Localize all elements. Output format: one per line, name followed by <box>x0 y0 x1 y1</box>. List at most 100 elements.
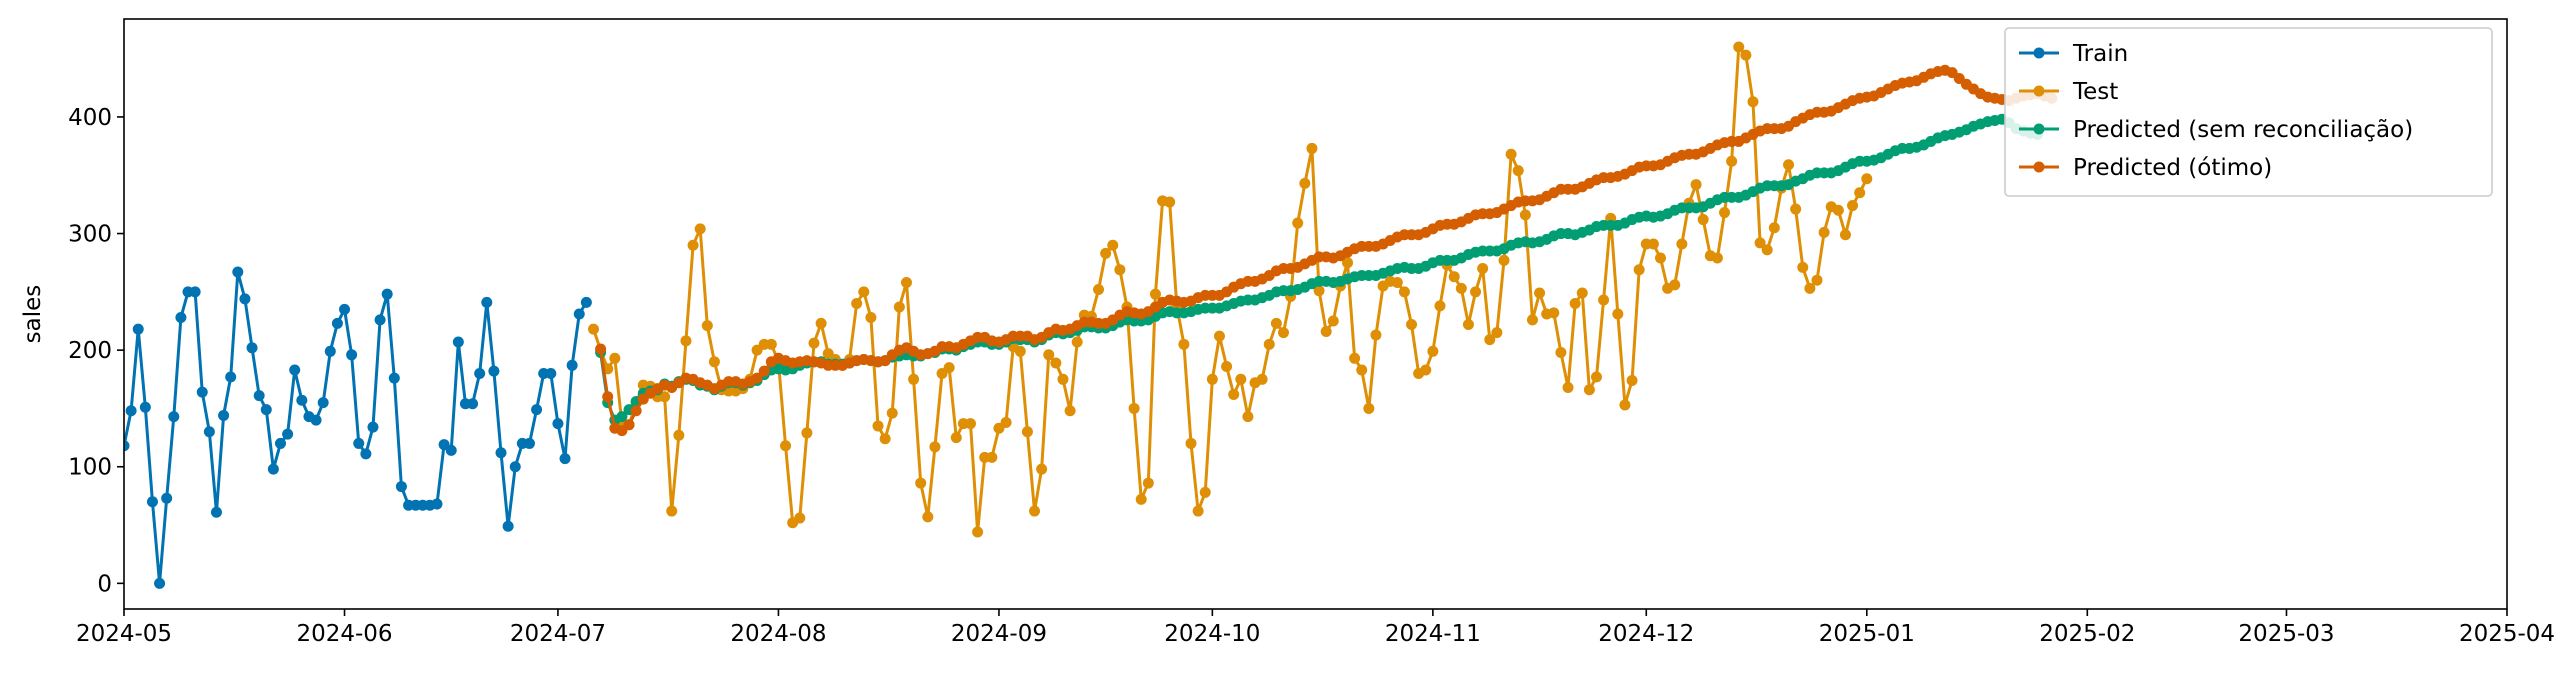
data-point <box>267 463 279 475</box>
data-point <box>609 352 621 364</box>
data-point <box>488 365 500 377</box>
y-tick-label: 100 <box>68 455 112 481</box>
legend-label: Test <box>2072 79 2118 105</box>
data-point <box>353 437 365 449</box>
data-point <box>1036 463 1048 475</box>
data-point <box>1555 346 1567 358</box>
x-tick-label: 2024-07 <box>510 621 606 647</box>
data-point <box>1626 374 1638 386</box>
data-point <box>1434 300 1446 312</box>
data-point <box>900 277 912 289</box>
data-point <box>282 428 294 440</box>
data-point <box>1299 177 1311 189</box>
data-point <box>1690 179 1702 191</box>
data-point <box>1562 381 1574 393</box>
data-point <box>1149 288 1161 300</box>
data-point <box>189 286 201 298</box>
data-point <box>1470 286 1482 298</box>
data-point <box>1477 263 1489 275</box>
data-point <box>381 288 393 300</box>
x-tick-label: 2025-04 <box>2459 621 2555 647</box>
data-point <box>1847 200 1859 212</box>
data-point <box>616 411 628 423</box>
data-point <box>1747 96 1759 108</box>
data-point <box>559 453 571 465</box>
data-point <box>1178 338 1190 350</box>
data-point <box>125 405 137 417</box>
data-point <box>1064 405 1076 417</box>
data-point <box>694 223 706 235</box>
data-point <box>893 301 905 313</box>
data-point <box>794 512 806 524</box>
data-point <box>1768 222 1780 234</box>
series-1 <box>124 266 592 589</box>
data-point <box>203 426 215 438</box>
data-point <box>1783 159 1795 171</box>
data-point <box>1576 287 1588 299</box>
data-point <box>1050 357 1062 369</box>
data-point <box>1292 217 1304 229</box>
data-point <box>139 401 151 413</box>
data-point <box>1505 148 1517 160</box>
data-point <box>1839 229 1851 241</box>
data-point <box>1740 49 1752 61</box>
data-point <box>801 427 813 439</box>
data-point <box>1484 334 1496 346</box>
x-tick-label: 2024-08 <box>730 621 826 647</box>
legend-label: Predicted (sem reconciliação) <box>2073 117 2413 143</box>
data-point <box>331 317 343 329</box>
data-point <box>1726 155 1738 167</box>
data-point <box>1270 317 1282 329</box>
data-point <box>1633 264 1645 276</box>
data-point <box>1754 237 1766 249</box>
data-point <box>950 432 962 444</box>
data-point <box>908 373 920 385</box>
data-point <box>1676 238 1688 250</box>
data-point <box>232 266 244 278</box>
data-point <box>317 397 329 409</box>
data-point <box>1832 204 1844 216</box>
data-point <box>509 461 521 473</box>
data-point <box>1114 264 1126 276</box>
series-line <box>124 270 588 585</box>
data-point <box>566 359 578 371</box>
data-point <box>1000 416 1012 428</box>
data-point <box>346 349 358 361</box>
data-point <box>1619 399 1631 411</box>
data-point <box>168 411 180 423</box>
data-point <box>1199 486 1211 498</box>
data-point <box>865 312 877 323</box>
data-point <box>1100 247 1112 259</box>
x-tick-label: 2025-03 <box>2238 621 2334 647</box>
data-point <box>1014 345 1026 357</box>
data-point <box>1242 411 1254 423</box>
data-point <box>1192 505 1204 517</box>
data-point <box>1263 338 1275 350</box>
data-point <box>310 414 322 426</box>
data-point <box>1128 402 1140 414</box>
data-point <box>1861 173 1873 185</box>
series-2 <box>587 41 1873 538</box>
plot-frame <box>123 18 2508 610</box>
data-point <box>253 390 265 402</box>
data-point <box>765 338 777 350</box>
data-point <box>1327 315 1339 327</box>
data-point <box>879 433 891 445</box>
data-point <box>1142 477 1154 489</box>
data-point <box>1761 244 1773 256</box>
data-point <box>154 577 166 589</box>
data-point <box>1021 426 1033 438</box>
data-point <box>452 336 464 348</box>
data-point <box>1462 318 1474 330</box>
data-point <box>1498 254 1510 266</box>
data-point <box>1427 345 1439 357</box>
data-point <box>1164 196 1176 208</box>
data-point <box>1057 373 1069 385</box>
data-point <box>495 447 507 459</box>
data-point <box>374 314 386 326</box>
data-point <box>886 407 898 419</box>
legend-marker <box>2033 123 2045 135</box>
legend-marker <box>2033 161 2045 173</box>
data-point <box>1256 373 1268 385</box>
data-point <box>1221 360 1233 372</box>
